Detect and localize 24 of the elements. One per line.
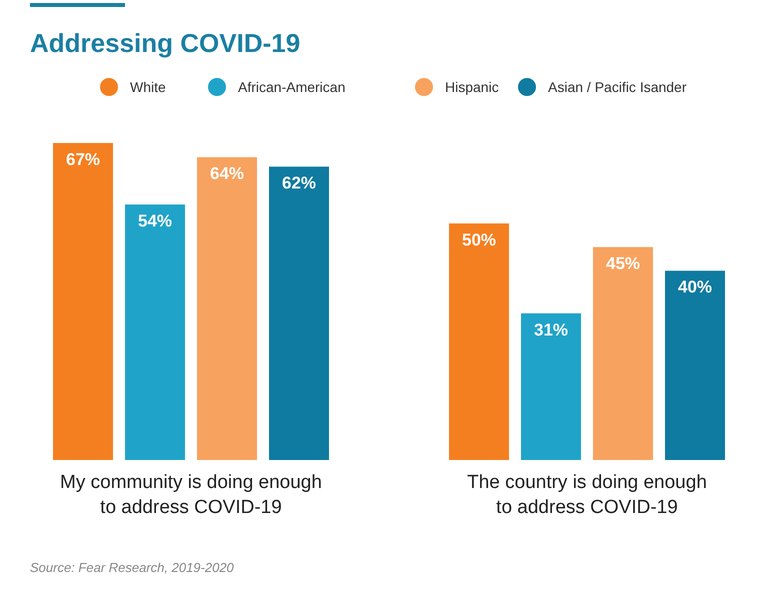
bar bbox=[197, 157, 257, 460]
data-label: 50% bbox=[462, 230, 496, 250]
bar bbox=[449, 223, 509, 460]
chart-title: Addressing COVID-19 bbox=[30, 28, 300, 58]
legend-label: Asian / Pacific Isander bbox=[548, 79, 687, 95]
data-label: 62% bbox=[282, 174, 316, 193]
data-label: 64% bbox=[210, 164, 244, 184]
bar bbox=[665, 270, 725, 460]
bar bbox=[269, 166, 329, 460]
data-label: 31% bbox=[534, 320, 568, 340]
x-tick-label: My community is doing enough to address COVID-19 bbox=[60, 472, 322, 518]
source-note: Source: Fear Research, 2019-2020 bbox=[30, 560, 235, 575]
bar bbox=[53, 143, 113, 460]
bar bbox=[125, 204, 185, 460]
data-label: 45% bbox=[606, 254, 640, 274]
bar bbox=[593, 247, 653, 460]
data-label: 67% bbox=[66, 150, 100, 169]
legend-label: White bbox=[130, 79, 166, 95]
data-label: 40% bbox=[678, 278, 712, 297]
legend-label: African-American bbox=[238, 79, 346, 95]
bar bbox=[521, 313, 581, 460]
data-label: 54% bbox=[138, 212, 172, 231]
x-tick-label: The country is doing enough to address COVID-19 bbox=[467, 472, 707, 518]
legend-label: Hispanic bbox=[445, 79, 499, 95]
